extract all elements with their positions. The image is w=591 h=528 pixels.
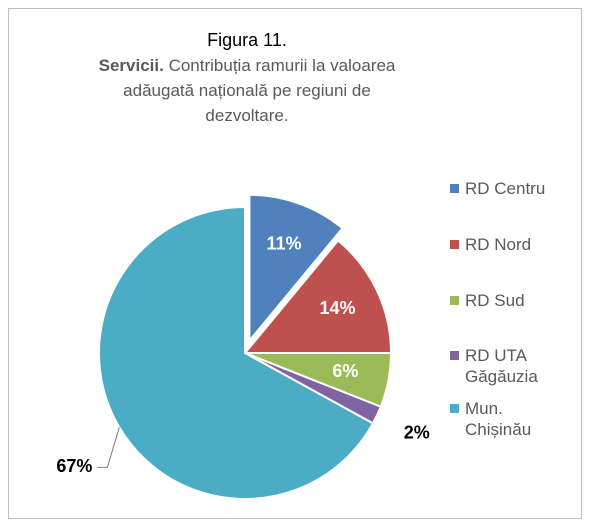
legend-label: RD Nord [465,235,532,254]
pie-slice [242,239,393,354]
legend-swatch [450,351,459,360]
leader-line [97,427,120,468]
legend-swatch [450,240,459,249]
legend-label: RD Centru [465,179,546,198]
legend-item: RD Centru [448,178,566,199]
data-label: 6% [332,361,358,381]
legend-label: RD UTA Găgăuzia [465,346,538,386]
chart-title: Figura 11. [207,30,287,50]
subtitle-text: Contribuția ramurii la valoarea adăugată… [123,56,396,125]
legend-swatch [450,184,459,193]
subtitle-bold: Servicii. [98,56,164,75]
legend-item: RD Nord [448,234,566,255]
legend-swatch [450,296,459,305]
data-label: 11% [266,233,301,253]
pie-slice [248,193,344,344]
legend-swatch [450,404,459,413]
chart-subtitle: Servicii. Contribuția ramurii la valoare… [80,53,414,128]
data-label: 2% [404,423,430,443]
title-block: Figura 11. Servicii. Contribuția ramurii… [80,28,414,128]
data-label: 14% [319,298,355,318]
legend-item: RD Sud [448,290,566,311]
chart-frame [8,8,582,519]
legend-item: Mun. Chișinău [448,398,566,440]
legend-label: RD Sud [465,291,525,310]
data-label: 67% [56,456,92,476]
legend-label: Mun. Chișinău [465,399,532,439]
legend-item: RD UTA Găgăuzia [448,345,566,387]
